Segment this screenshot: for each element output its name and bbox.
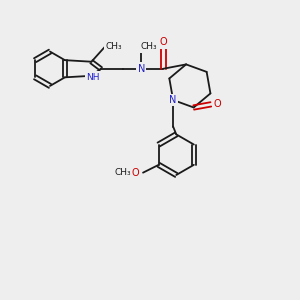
Text: CH₃: CH₃ (105, 42, 122, 51)
Text: N: N (138, 64, 145, 74)
Text: NH: NH (86, 73, 100, 82)
Text: N: N (169, 95, 177, 105)
Text: CH₃: CH₃ (114, 168, 131, 177)
Text: CH₃: CH₃ (141, 42, 158, 51)
Text: O: O (213, 99, 221, 110)
Text: O: O (131, 168, 139, 178)
Text: O: O (160, 37, 167, 47)
